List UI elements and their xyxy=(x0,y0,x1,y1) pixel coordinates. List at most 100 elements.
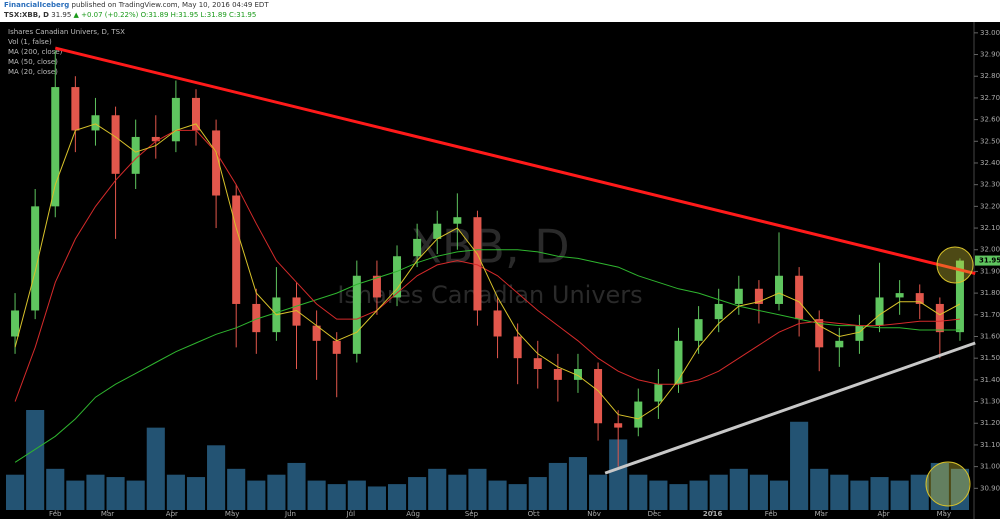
volume-bar xyxy=(26,410,45,510)
ma-line xyxy=(14,123,961,420)
x-tick-label: Apr xyxy=(877,510,889,518)
change: ▲ +0.07 (+0.22%) xyxy=(73,11,139,19)
volume-bar xyxy=(950,468,969,510)
candle-body xyxy=(11,310,20,337)
candle-body xyxy=(131,136,140,174)
volume-bar xyxy=(890,480,909,510)
candle-body xyxy=(835,340,844,348)
x-tick-label: Mar xyxy=(101,510,114,518)
last-price-label: 31.95 xyxy=(979,257,1000,265)
volume-bar xyxy=(186,477,206,510)
x-tick-label: Jun xyxy=(284,510,296,518)
last-price-box xyxy=(975,255,1000,266)
volume-bar xyxy=(749,474,768,510)
x-tick-label: 2016 xyxy=(703,510,723,518)
y-tick-label: 31.70 xyxy=(980,311,1000,319)
volume-bar xyxy=(548,462,567,510)
volume-bar xyxy=(227,468,246,510)
volume-bar xyxy=(146,427,165,510)
candle-body xyxy=(955,260,964,333)
volume-bar xyxy=(488,480,507,510)
y-tick-label: 32.60 xyxy=(980,116,1000,124)
volume-bar xyxy=(327,484,346,510)
candle-body xyxy=(473,217,482,311)
y-tick-label: 31.40 xyxy=(980,376,1000,384)
x-tick-label: May xyxy=(937,510,951,518)
candle-body xyxy=(212,130,221,196)
volume-bar xyxy=(46,468,65,510)
candle-body xyxy=(634,401,643,428)
last: 31.95 xyxy=(51,11,72,19)
candle-body xyxy=(252,303,261,333)
volume-bar xyxy=(86,474,105,510)
volume-bar xyxy=(207,445,226,510)
volume-bar xyxy=(287,462,306,510)
candle-body xyxy=(754,288,763,304)
candle-body xyxy=(51,87,60,207)
y-tick-label: 31.90 xyxy=(980,267,1000,275)
trendline xyxy=(54,46,976,276)
ma-line xyxy=(14,129,960,402)
volume-bar xyxy=(568,457,588,510)
candle-body xyxy=(31,206,40,311)
y-tick-label: 32.70 xyxy=(980,94,1000,102)
y-tick-label: 31.10 xyxy=(980,441,1000,449)
candle-body xyxy=(232,195,241,304)
volume-bar xyxy=(387,484,407,510)
x-tick-label: Mar xyxy=(815,510,828,518)
volume-bar xyxy=(66,480,85,510)
volume-bar xyxy=(790,421,809,510)
y-tick-label: 31.20 xyxy=(980,419,1000,427)
y-tick-label: 32.80 xyxy=(980,72,1000,80)
publisher[interactable]: FinancialIceberg xyxy=(4,1,70,9)
y-tick-label: 31.60 xyxy=(980,332,1000,340)
candle-body xyxy=(654,384,663,402)
trendline xyxy=(604,341,976,475)
plot-background xyxy=(0,22,1000,519)
candle-body xyxy=(191,97,200,131)
candle-body xyxy=(413,238,422,257)
x-tick-label: Feb xyxy=(765,510,778,518)
volume-bar xyxy=(629,474,648,510)
volume-bar xyxy=(6,474,25,510)
volume-bar xyxy=(528,477,547,510)
watermark-description: Ishares Canadian Univers xyxy=(337,281,642,309)
volume-bar xyxy=(347,480,366,510)
legend-volume: Vol (1, false) xyxy=(8,38,52,46)
candle-body xyxy=(895,293,904,298)
x-tick-label: Sep xyxy=(465,510,479,518)
volume-bar xyxy=(126,480,145,510)
volume-bar xyxy=(669,484,688,510)
candle-body xyxy=(111,115,120,174)
candle-body xyxy=(292,297,301,326)
candle-body xyxy=(855,325,864,341)
candle-body xyxy=(71,87,80,131)
y-tick-label: 32.10 xyxy=(980,224,1000,232)
candle-body xyxy=(171,97,180,142)
candle-body xyxy=(815,319,824,348)
volume-bar xyxy=(247,480,266,510)
x-tick-label: Apr xyxy=(166,510,178,518)
volume-bar xyxy=(166,474,185,510)
y-tick-label: 31.30 xyxy=(980,398,1000,406)
candle-body xyxy=(312,325,321,341)
candle-body xyxy=(875,297,884,326)
volume-bar xyxy=(468,468,487,510)
volume-bar xyxy=(508,484,527,510)
x-tick-label: Nov xyxy=(587,510,601,518)
x-tick-label: Oct xyxy=(528,510,540,518)
quote-line: TSX:XBB, D 31.95 ▲ +0.07 (+0.22%) O:31.8… xyxy=(4,11,256,19)
legend-entry: MA (50, close) xyxy=(8,58,58,66)
volume-bar xyxy=(910,474,929,510)
published: published on TradingView.com, May 10, 20… xyxy=(71,1,269,9)
volume-bar xyxy=(810,468,829,510)
candle-body xyxy=(433,223,442,239)
y-tick-label: 32.00 xyxy=(980,246,1000,254)
candle-body xyxy=(795,275,804,320)
x-tick-label: Feb xyxy=(49,510,62,518)
instrument: Ishares Canadian Univers, D, TSX xyxy=(8,28,125,36)
y-tick-label: 30.90 xyxy=(980,484,1000,492)
candle-body xyxy=(915,293,924,304)
